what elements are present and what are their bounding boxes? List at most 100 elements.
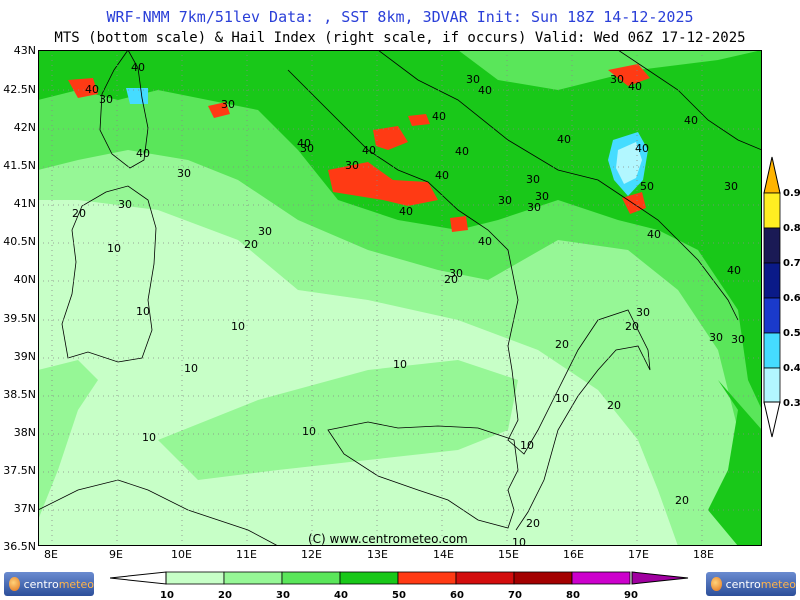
lon-label: 14E bbox=[433, 548, 454, 561]
mts-scale-label: 40 bbox=[334, 590, 348, 600]
contour-label: 30 bbox=[99, 93, 113, 106]
mts-scale-left-arrow bbox=[110, 571, 167, 585]
contour-label: 10 bbox=[136, 305, 150, 318]
contour-label: 10 bbox=[302, 425, 316, 438]
mts-band-40-south bbox=[708, 380, 762, 546]
hail-scale-label: 0.7 bbox=[783, 258, 800, 269]
contour-label: 30 bbox=[449, 267, 463, 280]
hail-scale-bottom-arrow bbox=[763, 401, 781, 438]
hail-scale: 0.9 0.8 0.7 0.6 0.5 0.4 0.3 bbox=[763, 156, 800, 438]
logo-left: centro meteo bbox=[4, 572, 94, 596]
lat-label: 36.5N bbox=[3, 540, 36, 553]
logo-text: centro bbox=[23, 577, 59, 591]
coastline-adriatic bbox=[377, 50, 739, 321]
contour-label: 10 bbox=[184, 362, 198, 375]
contour-label: 40 bbox=[399, 205, 413, 218]
contour-label: 40 bbox=[684, 114, 698, 127]
contour-label: 20 bbox=[607, 399, 621, 412]
hail-scale-label: 0.9 bbox=[783, 188, 800, 199]
contour-label: 30 bbox=[345, 159, 359, 172]
lat-label: 42.5N bbox=[3, 83, 36, 96]
contour-label: 30 bbox=[731, 333, 745, 346]
mts-scale-box bbox=[281, 571, 341, 585]
lat-lon-grid bbox=[38, 50, 762, 546]
hail-scale-box bbox=[763, 297, 781, 334]
contour-label: 10 bbox=[512, 536, 526, 546]
mts-band-40-east bbox=[698, 250, 762, 410]
mts-patch-50 bbox=[208, 102, 230, 118]
contour-label: 10 bbox=[142, 431, 156, 444]
contour-label: 30 bbox=[118, 198, 132, 211]
hail-scale-top-arrow bbox=[763, 156, 781, 194]
mts-scale-right-arrow bbox=[631, 571, 689, 585]
contour-label: 40 bbox=[478, 84, 492, 97]
mts-patch-50 bbox=[68, 78, 98, 98]
contour-label: 10 bbox=[231, 320, 245, 333]
contour-label: 40 bbox=[478, 235, 492, 248]
contour-label: 40 bbox=[362, 144, 376, 157]
hail-scale-label: 0.4 bbox=[783, 363, 800, 374]
mts-scale-box bbox=[223, 571, 283, 585]
lat-label: 43N bbox=[13, 44, 36, 57]
contour-label: 40 bbox=[131, 61, 145, 74]
globe-icon bbox=[9, 577, 20, 591]
coastline-sardinia bbox=[61, 185, 157, 363]
hail-scale-label: 0.5 bbox=[783, 328, 800, 339]
logo-right: centro meteo bbox=[706, 572, 796, 596]
contour-label: 30 bbox=[610, 73, 624, 86]
mts-scale-label: 20 bbox=[218, 590, 232, 600]
logo-text-accent: meteo bbox=[58, 577, 94, 591]
mts-scale-box bbox=[571, 571, 631, 585]
mts-scale-label: 10 bbox=[160, 590, 174, 600]
contour-label: 40 bbox=[435, 169, 449, 182]
lat-label: 38.5N bbox=[3, 388, 36, 401]
lon-label: 18E bbox=[693, 548, 714, 561]
coastline-balkans bbox=[617, 50, 762, 151]
contour-label: 40 bbox=[85, 83, 99, 96]
contour-label: 20 bbox=[72, 207, 86, 220]
hail-scale-label: 0.6 bbox=[783, 293, 800, 304]
hail-patch bbox=[616, 142, 642, 184]
lon-label: 15E bbox=[498, 548, 519, 561]
lon-label: 10E bbox=[171, 548, 192, 561]
lat-label: 37N bbox=[13, 502, 36, 515]
hail-scale-box bbox=[763, 262, 781, 299]
contour-label: 20 bbox=[444, 273, 458, 286]
mts-band-20-west bbox=[38, 360, 98, 520]
contour-label: 30 bbox=[724, 180, 738, 193]
hail-scale-label: 0.8 bbox=[783, 223, 800, 234]
contour-label: 30 bbox=[300, 142, 314, 155]
contour-label: 30 bbox=[221, 98, 235, 111]
coastline-corsica bbox=[99, 50, 149, 169]
mts-scale-label: 50 bbox=[392, 590, 406, 600]
mts-scale-box bbox=[397, 571, 457, 585]
title-line-2: MTS (bottom scale) & Hail Index (right s… bbox=[54, 30, 746, 46]
mts-scale-box bbox=[513, 571, 573, 585]
hail-scale-box bbox=[763, 192, 781, 229]
contour-label: 40 bbox=[635, 142, 649, 155]
contour-label: 10 bbox=[107, 242, 121, 255]
hail-scale-label: 0.3 bbox=[783, 398, 800, 409]
contour-label: 40 bbox=[628, 80, 642, 93]
mts-scale-label: 70 bbox=[508, 590, 522, 600]
mts-scale-box bbox=[339, 571, 399, 585]
mts-scale-label: 60 bbox=[450, 590, 464, 600]
contour-label: 30 bbox=[466, 73, 480, 86]
contour-label: 40 bbox=[455, 145, 469, 158]
contour-label: 30 bbox=[526, 173, 540, 186]
lat-label: 39N bbox=[13, 350, 36, 363]
contour-label: 10 bbox=[393, 358, 407, 371]
contour-label: 30 bbox=[709, 331, 723, 344]
contour-label: 40 bbox=[557, 133, 571, 146]
contour-label: 40 bbox=[432, 110, 446, 123]
mts-scale-label: 90 bbox=[624, 590, 638, 600]
lat-label: 39.5N bbox=[3, 312, 36, 325]
lat-label: 41.5N bbox=[3, 159, 36, 172]
contour-label: 10 bbox=[520, 439, 534, 452]
copyright-text: (C) www.centrometeo.com bbox=[308, 532, 468, 546]
contour-label: 20 bbox=[526, 517, 540, 530]
lon-label: 13E bbox=[367, 548, 388, 561]
contour-label: 20 bbox=[555, 338, 569, 351]
mts-scale-box bbox=[455, 571, 515, 585]
lon-label: 12E bbox=[301, 548, 322, 561]
